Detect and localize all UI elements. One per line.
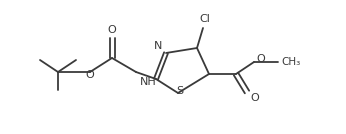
Text: O: O	[85, 70, 94, 80]
Text: O: O	[108, 25, 116, 35]
Text: O: O	[256, 54, 265, 64]
Text: CH₃: CH₃	[281, 57, 300, 67]
Text: NH: NH	[140, 77, 157, 87]
Text: N: N	[154, 41, 162, 51]
Text: O: O	[250, 93, 259, 103]
Text: S: S	[176, 86, 184, 96]
Text: Cl: Cl	[200, 14, 210, 24]
